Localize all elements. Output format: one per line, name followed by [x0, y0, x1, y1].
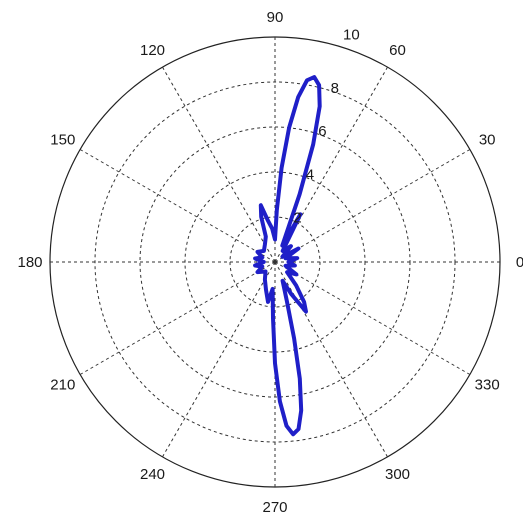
- spoke-120: [163, 67, 276, 262]
- spoke-30: [275, 150, 470, 263]
- spoke-150: [80, 150, 275, 263]
- angle-tick-label: 120: [140, 42, 165, 59]
- series-line-1: [255, 77, 320, 434]
- radial-tick-label: 2: [293, 210, 301, 227]
- angle-tick-label: 300: [385, 466, 410, 483]
- spoke-300: [275, 262, 388, 457]
- angle-tick-label: 0: [516, 254, 523, 271]
- angle-tick-label: 90: [267, 9, 284, 26]
- spoke-330: [275, 262, 470, 375]
- angle-tick-label: 210: [50, 377, 75, 394]
- radial-tick-label: 10: [343, 27, 360, 44]
- spoke-240: [163, 262, 276, 457]
- angle-tick-label: 180: [17, 254, 42, 271]
- radial-tick-label: 4: [306, 166, 314, 183]
- polar-grid: [50, 37, 500, 487]
- angle-tick-label: 270: [262, 499, 287, 516]
- angle-tick-label: 150: [50, 132, 75, 149]
- spoke-210: [80, 262, 275, 375]
- radial-tick-label: 8: [331, 80, 339, 97]
- angle-tick-label: 330: [475, 377, 500, 394]
- angle-tick-label: 30: [479, 132, 496, 149]
- series-layer: [255, 77, 320, 434]
- radial-tick-label: 6: [318, 123, 326, 140]
- angle-tick-label: 60: [389, 42, 406, 59]
- angle-tick-label: 240: [140, 466, 165, 483]
